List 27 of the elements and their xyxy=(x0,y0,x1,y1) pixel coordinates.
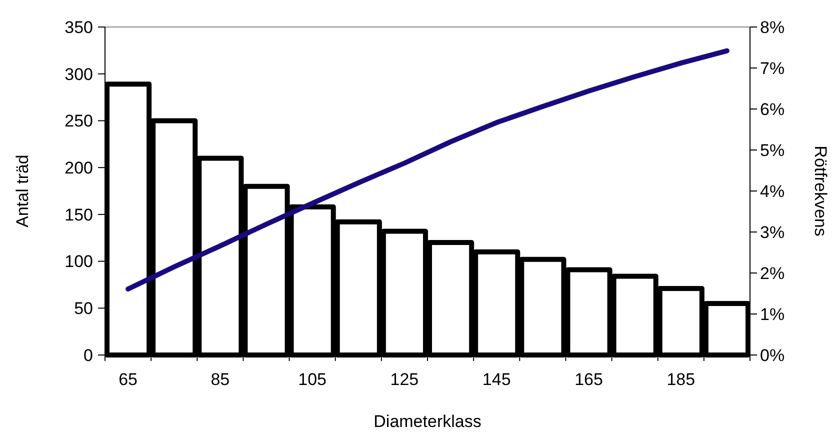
y2-tick-label: 3% xyxy=(760,222,785,242)
y2-tick-label: 4% xyxy=(760,182,785,201)
y2-tick-label: 5% xyxy=(760,140,785,160)
y-tick-label: 250 xyxy=(64,112,93,131)
y-tick-label: 300 xyxy=(64,64,93,84)
y2-axis-title: Rötfrekvens xyxy=(811,146,830,236)
x-tick-label: 85 xyxy=(210,370,230,389)
x-axis-title: Diameterklass xyxy=(374,412,482,431)
x-tick-label: 145 xyxy=(482,370,511,389)
y2-tick-label: 6% xyxy=(760,100,785,119)
y-tick-label: 200 xyxy=(64,158,93,178)
y2-tick-label: 7% xyxy=(760,58,785,78)
y-tick-label: 50 xyxy=(74,299,93,318)
y2-tick-label: 1% xyxy=(760,304,785,324)
y-tick-label: 150 xyxy=(64,205,93,224)
y2-tick-label: 8% xyxy=(760,18,785,37)
y-axis-title: Antal träd xyxy=(13,154,32,228)
y-tick-label: 350 xyxy=(64,18,93,37)
x-tick-label: 185 xyxy=(666,370,696,389)
x-tick-label: 165 xyxy=(574,370,603,389)
y2-tick-label: 2% xyxy=(760,264,785,283)
y-tick-label: 0 xyxy=(84,346,93,365)
y2-tick-label: 0% xyxy=(760,346,785,365)
x-tick-label: 65 xyxy=(118,370,138,389)
x-tick-label: 105 xyxy=(298,370,327,389)
x-tick-label: 125 xyxy=(390,370,419,389)
y-tick-label: 100 xyxy=(64,252,93,272)
